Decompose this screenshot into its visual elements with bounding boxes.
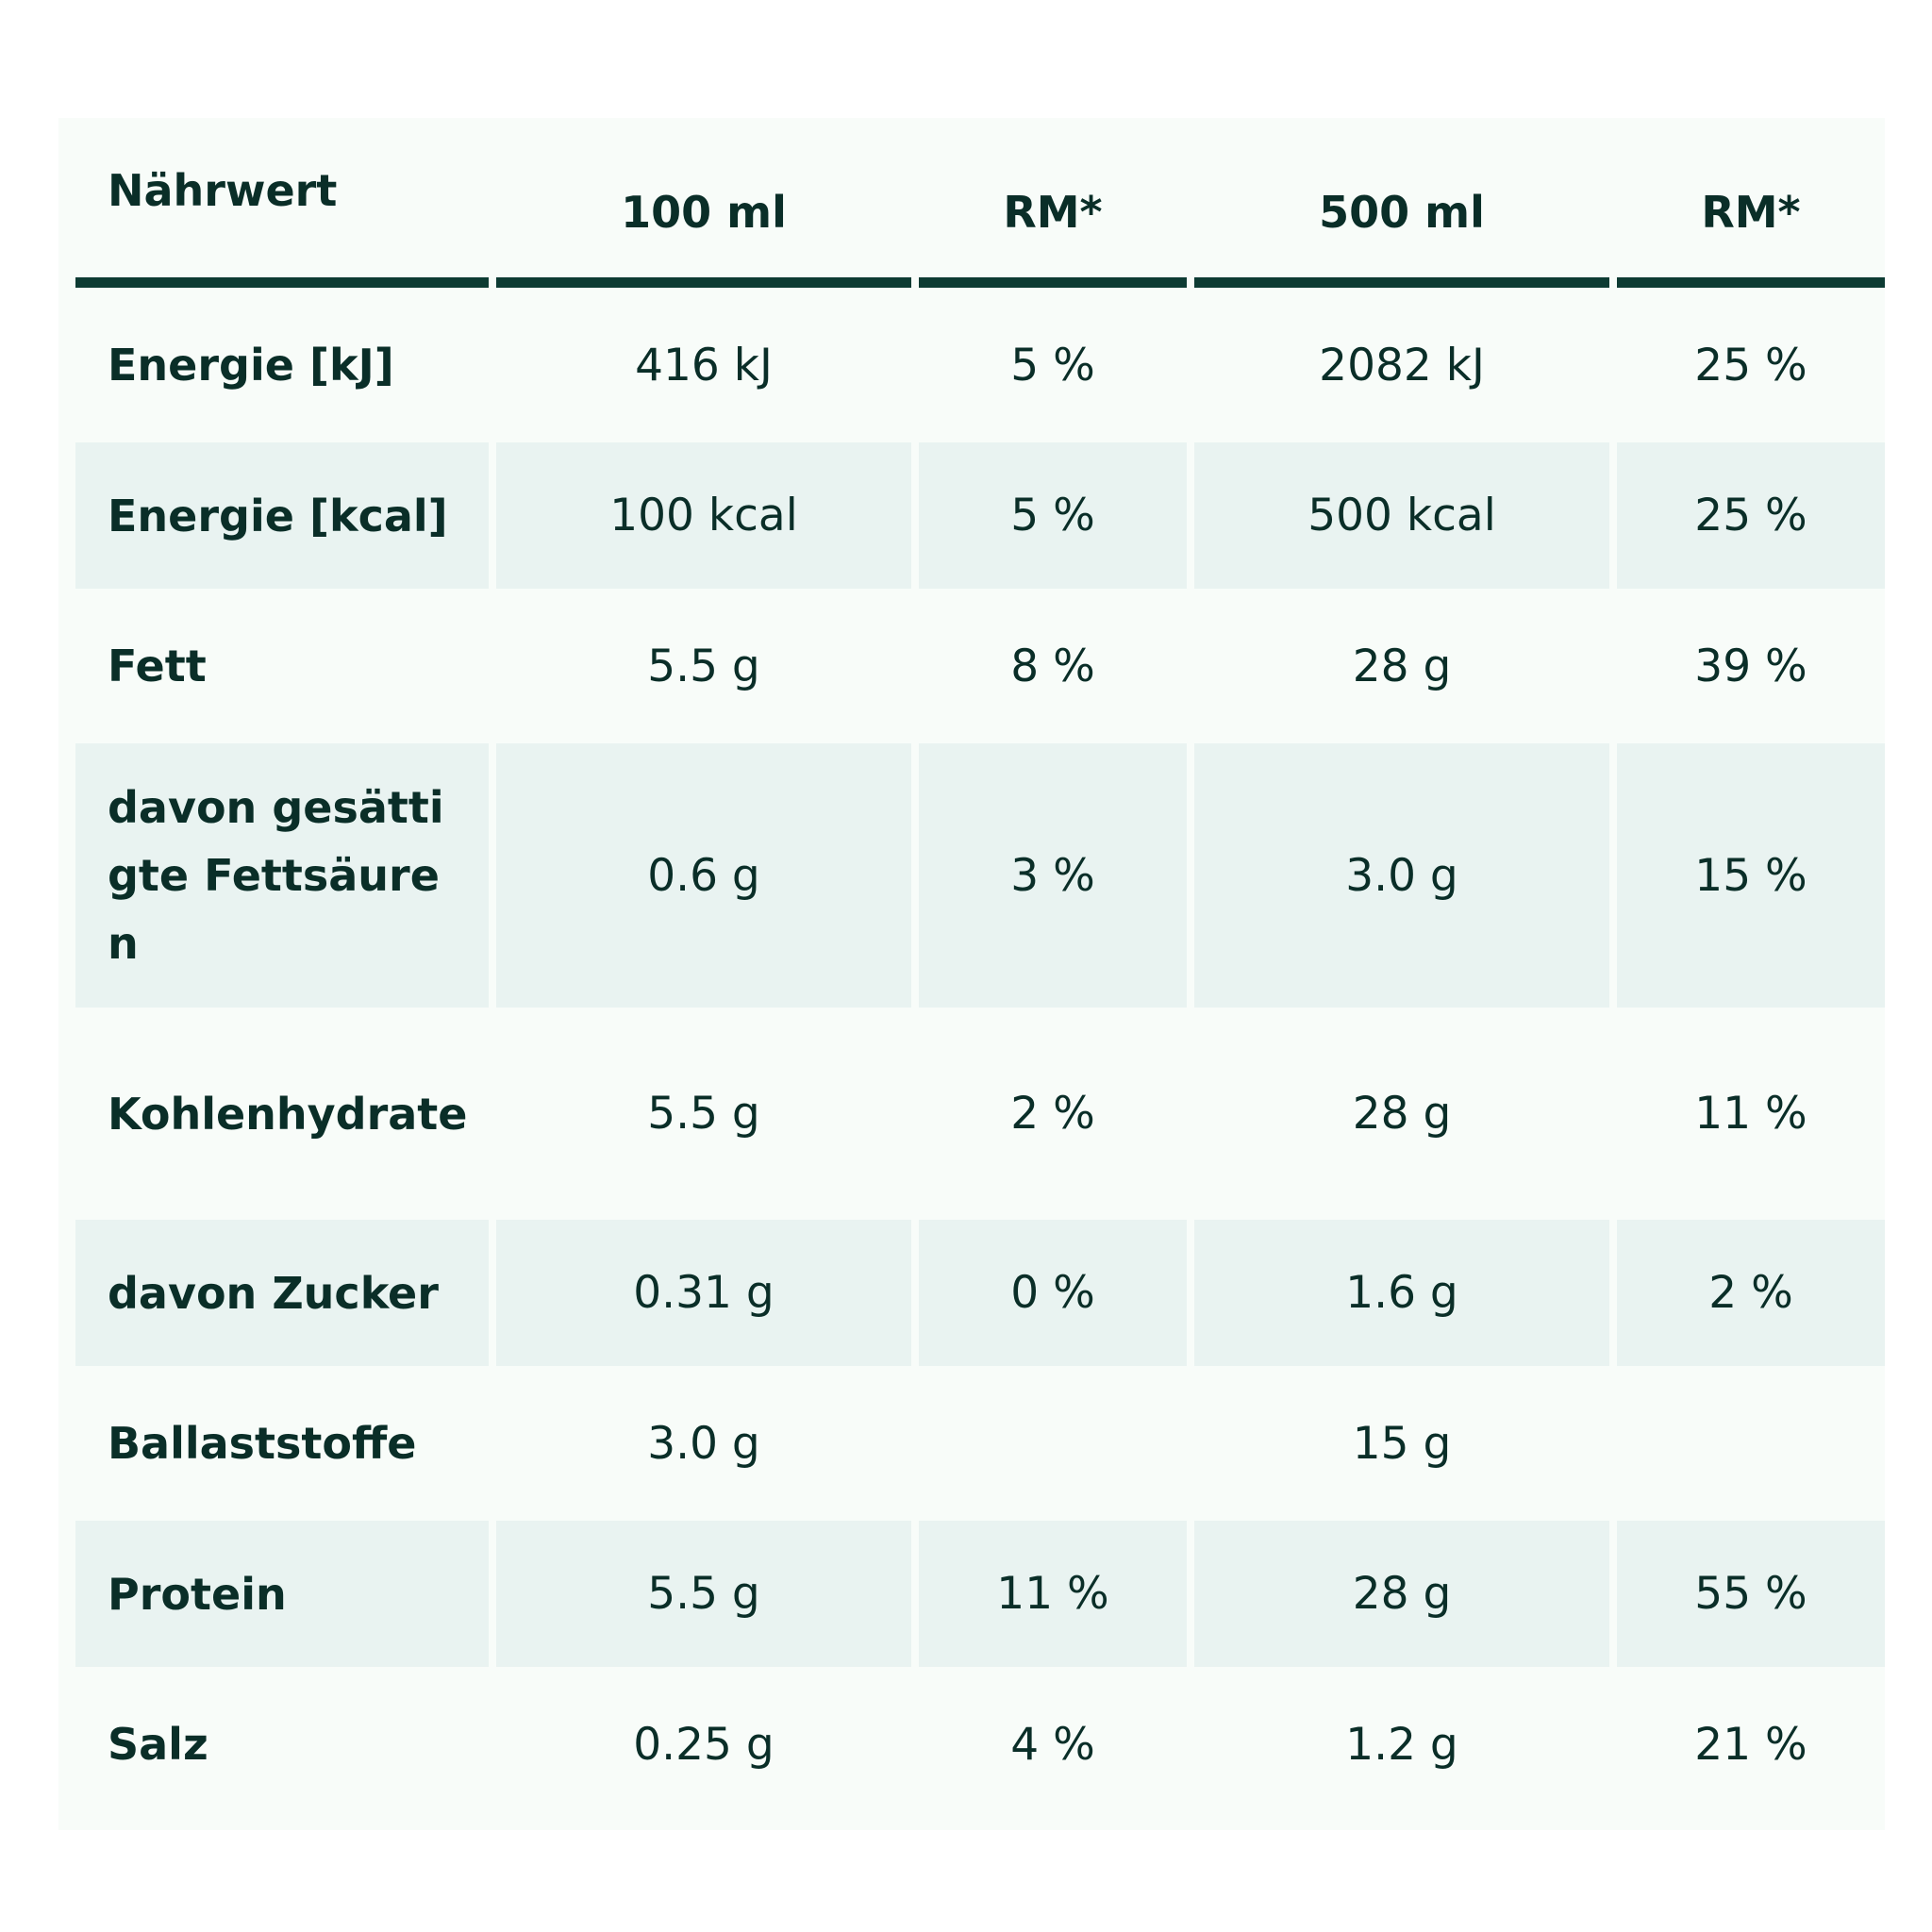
rm-100ml: 5 % <box>1010 339 1095 391</box>
rm-500ml: 55 % <box>1617 1521 1885 1667</box>
value-100ml: 0.31 g <box>496 1220 911 1366</box>
nutrient-name: Protein <box>75 1521 489 1667</box>
header-naehrwert: Nährwert <box>75 118 489 288</box>
header-100ml: 100 ml <box>496 118 911 288</box>
rm-500ml: 21 % <box>1694 1718 1807 1771</box>
table-row: davon Zucker 0.31 g 0 % 1.6 g 2 % <box>75 1220 1885 1366</box>
table-row: Energie [kJ] 416 kJ 5 % 2082 kJ 25 % <box>75 288 1885 442</box>
value-500ml: 1.6 g <box>1194 1220 1609 1366</box>
rm-500ml: 25 % <box>1694 339 1807 391</box>
value-100ml: 0.25 g <box>633 1718 774 1771</box>
nutrition-table: Nährwert 100 ml RM* 500 ml RM* Energie [… <box>68 118 1892 1822</box>
value-500ml: 28 g <box>1194 1521 1609 1667</box>
nutrient-name: Ballaststoffe <box>108 1418 417 1469</box>
value-100ml: 416 kJ <box>635 339 773 391</box>
rm-100ml: 4 % <box>1010 1718 1095 1771</box>
value-500ml: 500 kcal <box>1194 442 1609 589</box>
value-100ml: 0.6 g <box>496 743 911 1008</box>
nutrient-name: davon Zucker <box>75 1220 489 1366</box>
rm-100ml <box>919 1366 1187 1521</box>
table-row: Protein 5.5 g 11 % 28 g 55 % <box>75 1521 1885 1667</box>
rm-500ml <box>1617 1366 1885 1521</box>
header-500ml: 500 ml <box>1194 118 1609 288</box>
rm-500ml: 11 % <box>1694 1088 1807 1140</box>
value-100ml: 5.5 g <box>647 1088 760 1140</box>
nutrient-name: Kohlenhydrate <box>108 1088 468 1140</box>
table-row: Fett 5.5 g 8 % 28 g 39 % <box>75 589 1885 743</box>
table-row: davon gesättigte Fettsäuren 0.6 g 3 % 3.… <box>75 743 1885 1008</box>
value-100ml: 100 kcal <box>496 442 911 589</box>
rm-500ml: 2 % <box>1617 1220 1885 1366</box>
table-row: Kohlenhydrate 5.5 g 2 % 28 g 11 % <box>75 1008 1885 1220</box>
table-row: Energie [kcal] 100 kcal 5 % 500 kcal 25 … <box>75 442 1885 589</box>
value-100ml: 5.5 g <box>647 640 760 692</box>
nutrient-name: Energie [kJ] <box>108 340 394 391</box>
table-row: Ballaststoffe 3.0 g 15 g <box>75 1366 1885 1521</box>
header-rm-100ml: RM* <box>919 118 1187 288</box>
value-500ml: 1.2 g <box>1345 1718 1458 1771</box>
value-100ml: 5.5 g <box>496 1521 911 1667</box>
header-rm-500ml: RM* <box>1617 118 1885 288</box>
value-500ml: 28 g <box>1352 640 1452 692</box>
rm-500ml: 15 % <box>1617 743 1885 1008</box>
nutrient-name: davon gesättigte Fettsäuren <box>75 743 489 1008</box>
value-100ml: 3.0 g <box>647 1417 760 1470</box>
rm-100ml: 5 % <box>919 442 1187 589</box>
rm-100ml: 11 % <box>919 1521 1187 1667</box>
rm-100ml: 0 % <box>919 1220 1187 1366</box>
nutrient-name: Fett <box>108 641 207 691</box>
rm-500ml: 39 % <box>1694 640 1807 692</box>
table-header-row: Nährwert 100 ml RM* 500 ml RM* <box>75 118 1885 288</box>
value-500ml: 3.0 g <box>1194 743 1609 1008</box>
rm-100ml: 3 % <box>919 743 1187 1008</box>
value-500ml: 28 g <box>1352 1088 1452 1140</box>
rm-100ml: 2 % <box>1010 1088 1095 1140</box>
rm-100ml: 8 % <box>1010 640 1095 692</box>
nutrient-name: Salz <box>108 1719 208 1770</box>
table-row: Salz 0.25 g 4 % 1.2 g 21 % <box>75 1667 1885 1822</box>
value-500ml: 2082 kJ <box>1319 339 1485 391</box>
rm-500ml: 25 % <box>1617 442 1885 589</box>
value-500ml: 15 g <box>1352 1417 1452 1470</box>
nutrient-name: Energie [kcal] <box>75 442 489 589</box>
